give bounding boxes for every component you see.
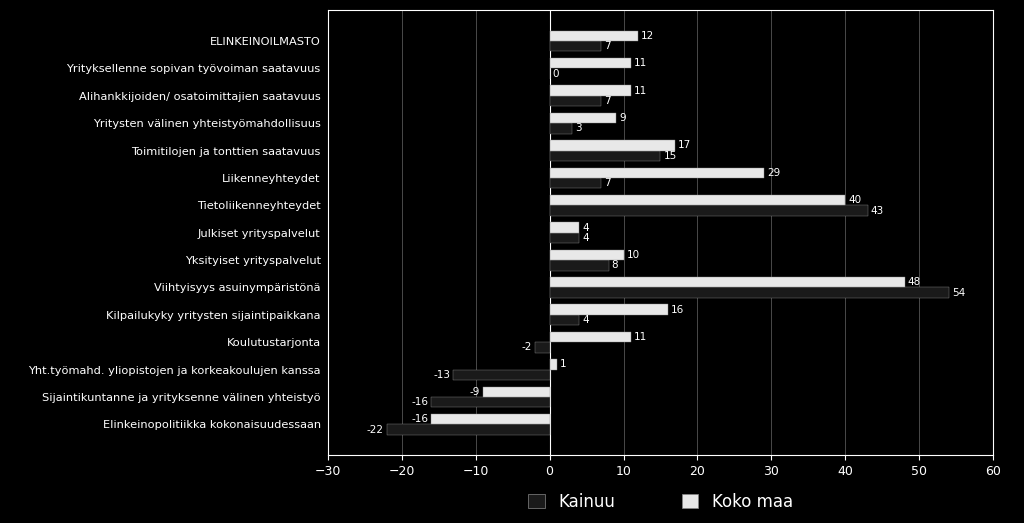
Text: -2: -2	[521, 343, 531, 353]
Bar	[550, 31, 638, 41]
Bar	[550, 288, 949, 298]
Text: 1: 1	[560, 359, 566, 369]
Text: 15: 15	[664, 151, 677, 161]
Bar	[550, 260, 608, 270]
Bar	[550, 167, 764, 178]
Bar	[550, 58, 631, 69]
Text: -16: -16	[412, 397, 428, 407]
Text: 8: 8	[611, 260, 618, 270]
Text: 11: 11	[634, 332, 647, 342]
Bar	[483, 386, 550, 397]
Text: 9: 9	[620, 113, 626, 123]
Bar	[550, 85, 631, 96]
Bar	[387, 424, 550, 435]
Bar	[454, 370, 550, 380]
Text: 54: 54	[952, 288, 965, 298]
Bar	[535, 342, 550, 353]
Bar	[550, 96, 601, 106]
Text: 4: 4	[582, 233, 589, 243]
Bar	[550, 332, 631, 342]
Bar	[550, 206, 867, 216]
Bar	[550, 277, 904, 288]
Bar	[550, 195, 846, 206]
Text: -22: -22	[367, 425, 384, 435]
Text: 48: 48	[907, 277, 921, 287]
Bar	[431, 397, 550, 407]
Text: 16: 16	[671, 305, 684, 315]
Text: 7: 7	[604, 178, 611, 188]
Text: 10: 10	[627, 250, 640, 260]
Text: -13: -13	[433, 370, 451, 380]
Text: 0: 0	[553, 69, 559, 78]
Bar	[431, 414, 550, 424]
Bar	[550, 151, 660, 161]
Bar	[550, 178, 601, 188]
Bar	[550, 222, 580, 233]
Text: 17: 17	[678, 140, 691, 151]
Bar	[550, 315, 580, 325]
Text: 11: 11	[634, 86, 647, 96]
Bar	[550, 304, 668, 315]
Bar	[550, 359, 557, 370]
Text: 40: 40	[848, 195, 861, 205]
Text: 7: 7	[604, 96, 611, 106]
Bar	[550, 123, 571, 133]
Text: 3: 3	[574, 123, 582, 133]
Bar	[550, 41, 601, 51]
Bar	[550, 249, 624, 260]
Text: 43: 43	[870, 206, 884, 215]
Text: -9: -9	[470, 387, 480, 397]
Legend: Kainuu, Koko maa: Kainuu, Koko maa	[521, 486, 800, 518]
Bar	[550, 113, 616, 123]
Text: 4: 4	[582, 315, 589, 325]
Text: 11: 11	[634, 58, 647, 68]
Text: -16: -16	[412, 414, 428, 424]
Text: 12: 12	[641, 31, 654, 41]
Text: 7: 7	[604, 41, 611, 51]
Text: 4: 4	[582, 222, 589, 233]
Text: 29: 29	[767, 168, 780, 178]
Bar	[550, 140, 675, 151]
Bar	[550, 233, 580, 243]
